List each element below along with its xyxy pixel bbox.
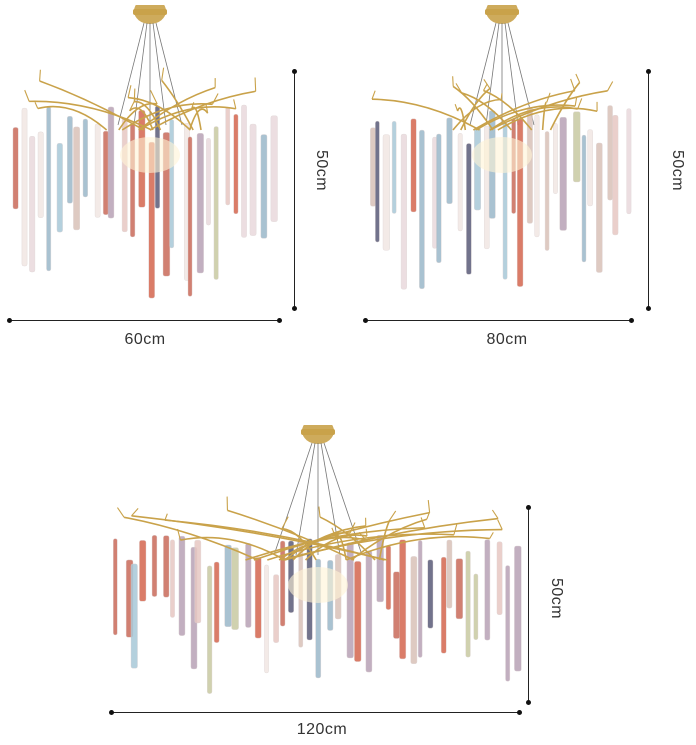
dimension-endpoint	[109, 710, 114, 715]
chandelier-illustration	[12, 5, 278, 299]
dimension-endpoint	[646, 306, 651, 311]
dimension-endpoint	[526, 505, 531, 510]
dimension-endpoint	[629, 318, 634, 323]
dimension-endpoint	[292, 69, 297, 74]
height-label: 50cm	[548, 578, 565, 620]
width-dimension-line	[112, 712, 520, 713]
height-dimension-line	[294, 72, 295, 309]
dimension-endpoint	[277, 318, 282, 323]
dimension-endpoint	[517, 710, 522, 715]
chandelier-image-medium	[362, 5, 637, 305]
dimension-endpoint	[7, 318, 12, 323]
dimension-endpoint	[646, 69, 651, 74]
width-dimension-line	[366, 320, 632, 321]
chandelier-illustration	[370, 5, 632, 290]
width-label: 80cm	[486, 331, 528, 348]
height-label: 50cm	[669, 150, 686, 192]
dimension-endpoint	[526, 700, 531, 705]
width-label: 120cm	[296, 721, 348, 738]
chandelier-illustration	[113, 425, 522, 694]
chandelier-image-small	[5, 5, 280, 305]
dimension-endpoint	[292, 306, 297, 311]
chandelier-image-large	[108, 425, 528, 700]
height-dimension-line	[648, 72, 649, 309]
height-label: 50cm	[313, 150, 330, 192]
dimension-endpoint	[363, 318, 368, 323]
width-label: 60cm	[124, 331, 166, 348]
height-dimension-line	[528, 508, 529, 703]
width-dimension-line	[10, 320, 280, 321]
